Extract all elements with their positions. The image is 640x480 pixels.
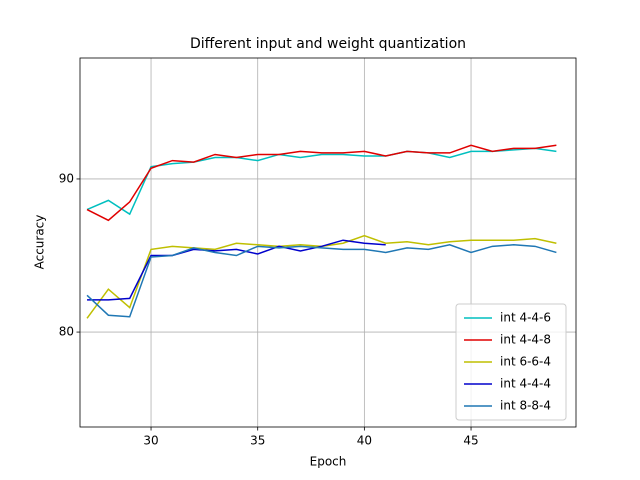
- series-line: [87, 239, 386, 301]
- legend-label: int 8-8-4: [500, 399, 551, 413]
- legend-label: int 4-4-8: [500, 333, 551, 347]
- x-tick-label: 40: [357, 434, 372, 448]
- plot-area: [86, 144, 557, 319]
- x-tick-label: 45: [463, 434, 478, 448]
- legend-label: int 4-4-4: [500, 377, 551, 391]
- legend-box: [455, 303, 567, 421]
- series-line: [86, 244, 557, 318]
- legend-label: int 4-4-6: [500, 311, 551, 325]
- y-tick-label: 90: [59, 171, 74, 185]
- ticks: 30 35 40 45 80 90: [59, 171, 479, 447]
- series-line: [86, 144, 557, 222]
- axes-frame: [79, 57, 577, 428]
- grid: [80, 58, 576, 427]
- x-tick-label: 35: [250, 434, 265, 448]
- y-axis-label: Accuracy: [33, 215, 47, 270]
- y-tick-label: 80: [59, 325, 74, 339]
- x-tick-label: 30: [143, 434, 158, 448]
- series-line: [86, 147, 557, 216]
- legend: int 4-4-6 int 4-4-8 int 6-6-4 int 4-4-4 int …: [455, 303, 567, 421]
- x-axis-label: Epoch: [310, 455, 347, 469]
- chart-title: Different input and weight quantization: [190, 36, 466, 52]
- legend-label: int 6-6-4: [500, 355, 551, 369]
